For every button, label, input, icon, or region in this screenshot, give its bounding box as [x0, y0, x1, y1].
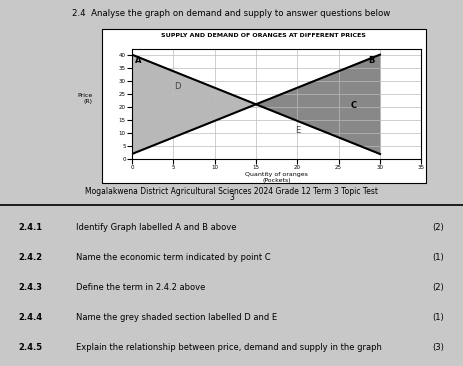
Text: C: C	[351, 101, 357, 110]
Text: (2): (2)	[433, 223, 444, 232]
X-axis label: Quantity of oranges
(Pockets): Quantity of oranges (Pockets)	[245, 172, 308, 183]
Text: 2.4.4: 2.4.4	[19, 313, 43, 322]
Text: Explain the relationship between price, demand and supply in the graph: Explain the relationship between price, …	[76, 343, 382, 352]
Text: Mogalakwena District Agricultural Sciences 2024 Grade 12 Term 3 Topic Test: Mogalakwena District Agricultural Scienc…	[85, 187, 378, 196]
Text: B: B	[369, 56, 375, 65]
Text: 2.4.3: 2.4.3	[19, 283, 43, 292]
FancyBboxPatch shape	[102, 29, 426, 183]
Text: (1): (1)	[433, 253, 444, 262]
Text: (3): (3)	[432, 343, 444, 352]
Text: A: A	[135, 56, 142, 65]
Text: Name the grey shaded section labelled D and E: Name the grey shaded section labelled D …	[76, 313, 277, 322]
Text: 2.4.2: 2.4.2	[19, 253, 43, 262]
Text: Identify Graph labelled A and B above: Identify Graph labelled A and B above	[76, 223, 237, 232]
Text: Name the economic term indicated by point C: Name the economic term indicated by poin…	[76, 253, 271, 262]
Polygon shape	[256, 55, 380, 154]
Text: 3: 3	[229, 193, 234, 202]
Text: D: D	[174, 82, 181, 90]
Polygon shape	[132, 55, 256, 154]
Text: Define the term in 2.4.2 above: Define the term in 2.4.2 above	[76, 283, 206, 292]
Text: (2): (2)	[433, 283, 444, 292]
Text: SUPPLY AND DEMAND OF ORANGES AT DIFFERENT PRICES: SUPPLY AND DEMAND OF ORANGES AT DIFFEREN…	[162, 33, 366, 38]
Text: 2.4.5: 2.4.5	[19, 343, 43, 352]
Text: 2.4  Analyse the graph on demand and supply to answer questions below: 2.4 Analyse the graph on demand and supp…	[72, 9, 391, 18]
Text: 2.4.1: 2.4.1	[19, 223, 43, 232]
Text: Price
(R): Price (R)	[77, 93, 93, 104]
Text: E: E	[294, 126, 300, 135]
Text: (1): (1)	[433, 313, 444, 322]
